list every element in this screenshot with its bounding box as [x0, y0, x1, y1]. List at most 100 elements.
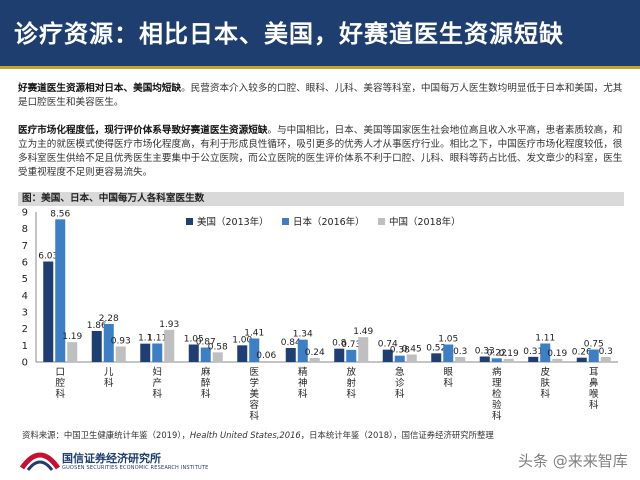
data-label: 1.93 [159, 320, 179, 330]
y-tick-label: 4 [22, 291, 28, 302]
category-label-char: 病 [492, 366, 502, 378]
bar [67, 342, 78, 362]
category-label-char: 口 [55, 367, 65, 378]
category-label-char: 科 [152, 388, 162, 400]
y-tick-label: 5 [22, 274, 28, 285]
data-label: 0.75 [584, 340, 604, 350]
bar [576, 357, 587, 362]
y-tick-label: 7 [22, 241, 28, 252]
category-label-char: 麻 [201, 366, 211, 378]
org-name-en: GUOSEN SECURITIES ECONOMIC RESEARCH INST… [62, 465, 209, 471]
bar [528, 356, 539, 362]
data-label: 6.03 [38, 252, 58, 262]
category-label-char: 放 [346, 366, 356, 378]
bar [212, 352, 223, 362]
y-tick-label: 6 [22, 258, 28, 269]
source-italic: Health United States,2016 [189, 430, 301, 440]
category-label-char: 鼻 [589, 377, 599, 389]
bar [309, 358, 320, 362]
bar [346, 349, 357, 362]
category-label-char: 理 [492, 378, 502, 389]
data-label: 0.45 [402, 345, 422, 355]
bar [43, 261, 54, 362]
category-label-char: 科 [540, 388, 550, 400]
data-label: 1.19 [62, 332, 82, 342]
bar [249, 338, 260, 362]
page-title: 诊疗资源：相比日本、美国，好赛道医生资源短缺 [14, 20, 564, 48]
bar [406, 354, 417, 362]
category-label-char: 诊 [395, 377, 405, 389]
paragraph-market-reason: 医疗市场化程度低，现行评价体系导致好赛道医生资源短缺。与中国相比，日本、美国等国… [18, 124, 624, 180]
bar [261, 361, 272, 362]
category-label-char: 妇 [152, 366, 162, 378]
bar [200, 347, 211, 362]
bar [358, 337, 369, 362]
legend-entry: 日本（2016年） [293, 216, 365, 228]
data-label: 0.3 [453, 347, 467, 357]
category-label-char: 科 [55, 388, 65, 400]
source-note: 资料来源：中国卫生健康统计年鉴（2019），Health United Stat… [22, 429, 494, 441]
data-label: 0.3 [599, 347, 613, 357]
source-suffix: ，日本统计年鉴（2018），国信证券经济研究所整理 [300, 430, 494, 440]
category-label-char: 学 [249, 377, 259, 389]
category-label-char: 容 [249, 399, 259, 411]
category-label-char: 科 [346, 388, 356, 400]
data-label: 1.05 [184, 335, 204, 345]
paragraph-body: 。与中国相比，日本、美国等国家医生社会地位高且收入水平高，患者素质较高，和立为主… [18, 125, 623, 178]
data-label: 1.41 [244, 329, 264, 339]
data-label: 0.26 [572, 348, 592, 358]
bar [394, 355, 405, 362]
category-label-char: 射 [346, 377, 356, 389]
y-tick-label: 3 [22, 308, 28, 319]
category-label-char: 腔 [55, 377, 65, 389]
category-label-char: 醉 [201, 377, 211, 389]
legend-swatch [186, 218, 193, 225]
y-tick-label: 8 [22, 224, 28, 235]
category-label-char: 儿 [104, 367, 114, 378]
bar [103, 324, 114, 362]
bar [285, 348, 296, 362]
bar [503, 358, 514, 362]
legend-swatch [282, 218, 289, 225]
bar [382, 349, 393, 362]
data-label: 1.34 [293, 330, 313, 340]
data-label: 1.11 [535, 334, 555, 344]
legend-entry: 中国（2018年） [389, 216, 461, 228]
category-label-char: 神 [298, 377, 308, 389]
bar [91, 331, 102, 362]
bar-chart: 0 1 2 3 4 5 6 7 8 9 美国（2013年） 日本（2016年） 中国（2018年） 6.0… [22, 208, 618, 422]
data-label: 0.31 [523, 347, 543, 357]
paragraph-doctor-shortage: 好赛道医生资源相对日本、美国均短缺。民营资本介入较多的口腔、眼科、儿科、美容等科… [18, 82, 624, 110]
data-label: 0.87 [196, 338, 216, 348]
paragraph-bold-lead: 医疗市场化程度低，现行评价体系导致好赛道医生资源短缺 [18, 125, 268, 136]
data-label: 0.93 [111, 337, 131, 347]
bar [237, 345, 248, 362]
y-tick-label: 2 [22, 324, 28, 335]
bar [55, 219, 66, 362]
source-prefix: 资料来源：中国卫生健康统计年鉴（2019）， [22, 430, 190, 440]
legend-swatch [378, 218, 385, 225]
data-label: 0.52 [426, 343, 446, 353]
category-label-char: 科 [492, 410, 502, 422]
paragraph-bold-lead: 好赛道医生资源相对日本、美国均短缺 [18, 83, 182, 94]
paragraph-body: 。民营资本介入较多的口腔、眼科、儿科、美容等科室，中国每万人医生数均明显低于日本… [18, 83, 623, 108]
category-label-char: 检 [492, 388, 502, 400]
category-label-char: 产 [152, 377, 162, 389]
category-label-char: 科 [104, 377, 114, 389]
category-label-char: 精 [298, 366, 308, 378]
category-label-char: 美 [249, 388, 259, 400]
data-label: 1.86 [87, 321, 107, 331]
data-label: 1.00 [232, 335, 252, 345]
data-label: 1.49 [353, 327, 373, 337]
data-label: 0.38 [390, 346, 410, 356]
y-tick-label: 1 [22, 341, 28, 352]
data-label: 8.56 [50, 209, 70, 219]
data-label: 2.28 [99, 314, 119, 324]
data-label: 0.33 [475, 347, 495, 357]
category-label-char: 科 [589, 399, 599, 411]
category-label-char: 科 [249, 410, 259, 422]
data-label: 0.19 [499, 349, 519, 359]
data-label: 0.58 [208, 342, 228, 352]
bar [552, 358, 563, 362]
legend-entry: 美国（2013年） [197, 216, 269, 228]
